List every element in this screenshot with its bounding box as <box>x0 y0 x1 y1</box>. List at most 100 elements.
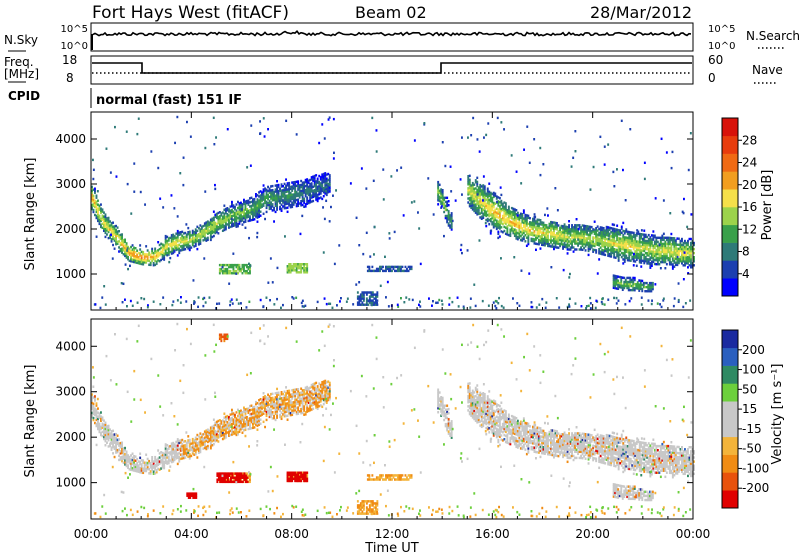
power-cell <box>295 184 298 188</box>
power-cell <box>199 232 202 235</box>
power-cell <box>249 265 251 269</box>
power-cell <box>659 244 662 248</box>
power-heatmap-cells <box>91 115 695 310</box>
power-cell <box>488 223 491 226</box>
power-cell <box>515 217 518 220</box>
power-cell <box>664 248 667 252</box>
power-cell <box>371 291 374 294</box>
power-cell <box>647 260 650 263</box>
power-cell <box>513 234 516 238</box>
power-cell <box>622 239 625 243</box>
velocity-cell <box>107 430 110 434</box>
power-cell <box>651 281 654 285</box>
velocity-cell <box>158 456 161 459</box>
velocity-cell <box>128 468 131 471</box>
power-cell <box>649 264 652 267</box>
power-cell <box>103 211 105 214</box>
power-cell <box>365 187 368 190</box>
power-cell <box>279 197 282 201</box>
power-cell <box>507 221 510 225</box>
velocity-cell <box>247 417 250 421</box>
power-cell <box>100 225 102 229</box>
power-cell <box>203 236 206 239</box>
power-cell <box>310 178 313 181</box>
power-cell <box>368 301 371 304</box>
power-cell <box>577 242 580 245</box>
power-cell <box>282 195 285 198</box>
velocity-cell <box>224 423 227 427</box>
power-cell <box>563 243 566 247</box>
power-cell <box>634 234 637 237</box>
power-cell <box>246 210 248 213</box>
velocity-cell <box>250 416 253 420</box>
velocity-cell <box>176 446 179 449</box>
power-cell <box>601 238 604 242</box>
power-cell <box>535 236 537 239</box>
power-cell <box>486 197 489 201</box>
power-cell <box>613 227 616 231</box>
power-cell <box>248 300 251 304</box>
power-cell <box>681 251 683 255</box>
power-cell <box>107 224 110 228</box>
power-cell <box>264 187 267 190</box>
power-cell <box>682 258 685 261</box>
velocity-cell <box>252 426 254 430</box>
power-cell <box>554 244 557 247</box>
power-cell <box>529 217 531 220</box>
power-cell <box>652 236 655 239</box>
power-cell <box>97 203 99 206</box>
power-cell <box>345 300 348 303</box>
velocity-cell <box>152 460 155 463</box>
power-cell <box>604 247 607 251</box>
power-cell <box>619 233 622 236</box>
power-cell <box>575 248 578 251</box>
power-cell <box>507 211 510 215</box>
power-cell <box>589 235 592 239</box>
power-cell <box>565 227 568 231</box>
power-cell <box>631 235 634 238</box>
power-cell <box>670 261 673 264</box>
velocity-cell <box>249 417 251 420</box>
power-cell <box>569 238 572 241</box>
velocity-cell <box>238 422 241 425</box>
power-cell <box>379 269 381 273</box>
power-cell <box>584 237 587 240</box>
power-cell <box>486 217 489 221</box>
power-cell <box>215 214 218 218</box>
power-cell <box>151 257 154 261</box>
power-cell <box>643 161 646 165</box>
power-cell <box>671 255 674 258</box>
power-cell <box>303 185 306 188</box>
velocity-cell <box>235 429 238 433</box>
power-cell <box>613 242 616 245</box>
power-cell <box>276 186 279 189</box>
power-cell <box>617 231 620 234</box>
power-cell <box>613 237 616 241</box>
power-cell <box>218 223 221 226</box>
power-cell <box>145 255 148 258</box>
power-cell <box>565 245 568 249</box>
velocity-cell <box>258 409 261 412</box>
power-cell <box>650 285 653 289</box>
power-cell <box>565 225 568 229</box>
power-cell <box>298 202 301 205</box>
power-cell <box>149 257 152 261</box>
power-cell <box>622 233 625 237</box>
power-cell <box>240 217 242 221</box>
power-cell <box>301 267 304 270</box>
power-cell <box>498 209 501 212</box>
power-cell <box>492 220 495 223</box>
power-cell <box>151 255 154 259</box>
power-cell <box>656 244 659 248</box>
power-cell <box>644 281 647 285</box>
velocity-cell <box>214 436 217 439</box>
power-cell <box>224 211 227 215</box>
velocity-cell <box>221 419 224 422</box>
power-cell <box>202 239 205 242</box>
power-cell <box>172 237 175 241</box>
power-colorbar-tick-label: 16 <box>742 200 757 214</box>
power-cell <box>664 256 667 260</box>
power-cell <box>590 246 593 249</box>
power-cell <box>682 247 685 251</box>
power-cell <box>500 199 503 203</box>
